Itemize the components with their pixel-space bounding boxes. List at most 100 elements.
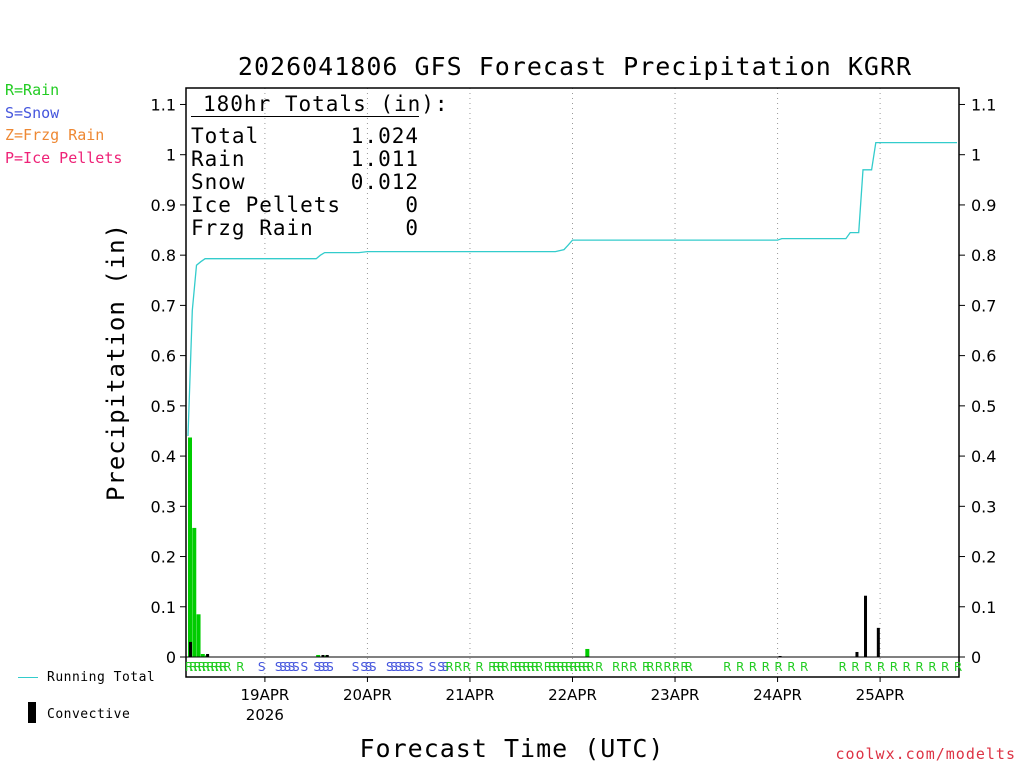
ptype-marker: R xyxy=(548,660,556,674)
y-tick-label-right: 0.5 xyxy=(971,397,996,416)
precip-bar xyxy=(188,437,192,657)
ptype-marker: R xyxy=(762,660,770,674)
ptype-marker: R xyxy=(210,660,218,674)
x-tick-label: 20APR xyxy=(343,686,392,704)
x-tick-sublabel: 2026 xyxy=(246,706,284,724)
ptype-marker: R xyxy=(445,660,453,674)
ptype-marker: R xyxy=(864,660,872,674)
totals-ice-pellets-value: 0 xyxy=(405,193,419,217)
y-tick-label-right: 0.1 xyxy=(971,598,996,617)
totals-total-value: 1.024 xyxy=(350,124,419,148)
ptype-marker: S xyxy=(352,660,360,674)
ptype-marker: R xyxy=(672,660,680,674)
legend-snow: S=Snow xyxy=(5,103,60,122)
type-legend: R=Rain S=Snow Z=Frzg Rain P=Ice Pellets xyxy=(5,81,122,171)
ptype-marker: S xyxy=(301,660,309,674)
ptype-marker: R xyxy=(488,660,496,674)
ptype-marker: S xyxy=(390,660,398,674)
ptype-marker: R xyxy=(685,660,693,674)
legend-convective-swatch xyxy=(28,702,36,723)
legend-ice-pellets: P=Ice Pellets xyxy=(5,148,123,167)
y-tick-label-right: 0.9 xyxy=(971,196,996,215)
credit-text: coolwx.com/modelts xyxy=(835,745,1016,763)
ptype-marker: R xyxy=(463,660,471,674)
ptype-marker: S xyxy=(416,660,424,674)
totals-rain-label: Rain xyxy=(191,147,246,171)
ptype-marker: R xyxy=(189,660,197,674)
ptype-marker: R xyxy=(586,660,594,674)
ptype-marker: R xyxy=(552,660,560,674)
ptype-marker: S xyxy=(437,660,445,674)
ptype-marker: S xyxy=(322,660,330,674)
ptype-marker: R xyxy=(527,660,535,674)
ptype-marker: R xyxy=(514,660,522,674)
convective-bar xyxy=(189,641,192,657)
precip-bar xyxy=(316,654,321,657)
ptype-marker: R xyxy=(236,660,244,674)
ptype-marker: S xyxy=(279,660,287,674)
ptype-marker: R xyxy=(475,660,483,674)
legend-rain: R=Rain xyxy=(5,81,60,99)
totals-freezing-rain-label: Frzg Rain xyxy=(191,216,314,240)
ptype-marker: R xyxy=(522,660,530,674)
ptype-marker: R xyxy=(510,660,518,674)
ptype-marker: R xyxy=(578,660,586,674)
legend-convective: Convective xyxy=(47,707,131,722)
convective-bar xyxy=(321,654,325,657)
ptype-marker: R xyxy=(497,660,505,674)
x-tick-label: 23APR xyxy=(651,686,700,704)
ptype-marker: S xyxy=(313,660,321,674)
ptype-marker: R xyxy=(492,660,500,674)
x-axis-label: Forecast Time (UTC) xyxy=(359,734,665,763)
convective-bar xyxy=(855,651,859,657)
ptype-marker: R xyxy=(582,660,590,674)
x-tick-label: 21APR xyxy=(446,686,495,704)
ptype-marker: R xyxy=(851,660,859,674)
y-tick-label-left: 0.9 xyxy=(151,196,176,215)
legend-running-total: Running Total xyxy=(47,670,156,685)
precip-bar xyxy=(196,614,201,657)
y-tick-label-right: 1 xyxy=(971,146,981,165)
precip-bar xyxy=(200,653,205,657)
ptype-marker: R xyxy=(219,660,227,674)
ptype-marker: S xyxy=(403,660,411,674)
ptype-marker: S xyxy=(395,660,403,674)
ptype-marker: S xyxy=(407,660,415,674)
bars xyxy=(188,437,880,657)
ptype-marker: S xyxy=(292,660,300,674)
y-tick-label-right: 0 xyxy=(971,648,981,667)
ptype-marker: R xyxy=(574,660,582,674)
ptype-marker: R xyxy=(561,660,569,674)
ptype-marker: R xyxy=(565,660,573,674)
ptype-marker: R xyxy=(501,660,509,674)
grid xyxy=(264,88,881,677)
ptype-marker: S xyxy=(365,660,373,674)
ptype-marker: R xyxy=(535,660,543,674)
y-tick-label-left: 0.4 xyxy=(151,447,176,466)
ptype-marker: R xyxy=(612,660,620,674)
precip-bar xyxy=(192,527,197,657)
y-tick-label-right: 0.4 xyxy=(971,447,996,466)
y-tick-label-right: 0.6 xyxy=(971,347,996,366)
totals-heading: 180hr Totals (in): xyxy=(203,92,449,116)
y-axis-label: Precipitation (in) xyxy=(102,222,130,502)
y-tick-label-left: 0.6 xyxy=(151,347,176,366)
y-tick-label-right: 0.2 xyxy=(971,548,996,567)
x-tick-label: 22APR xyxy=(548,686,597,704)
ptype-marker: S xyxy=(442,660,450,674)
ptype-marker: R xyxy=(928,660,936,674)
y-tick-label-left: 0.7 xyxy=(151,296,176,315)
ptype-marker: R xyxy=(557,660,565,674)
ptype-marker: R xyxy=(915,660,923,674)
ptype-marker: R xyxy=(185,660,193,674)
x-tick-label: 19APR xyxy=(240,686,289,704)
ptype-marker: R xyxy=(890,660,898,674)
ptype-marker: R xyxy=(941,660,949,674)
x-tick-label: 25APR xyxy=(856,686,905,704)
ptype-marker: R xyxy=(642,660,650,674)
ptype-marker: R xyxy=(723,660,731,674)
ptype-marker: R xyxy=(595,660,603,674)
x-tick-label: 24APR xyxy=(753,686,802,704)
ptype-marker: R xyxy=(206,660,214,674)
